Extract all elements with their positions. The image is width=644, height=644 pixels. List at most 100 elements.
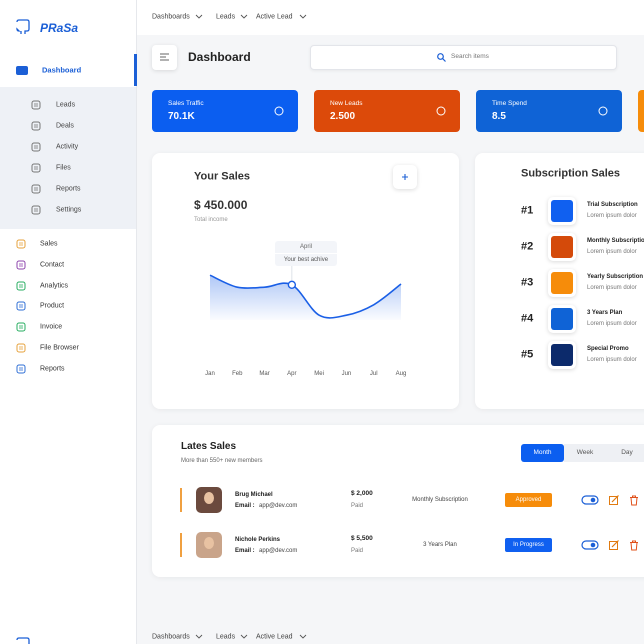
menu-item[interactable]: Reports <box>40 365 65 373</box>
submenu-item[interactable]: Settings <box>56 206 82 214</box>
menu-item[interactable]: Sales <box>40 240 58 248</box>
line-chart <box>209 265 402 320</box>
x-tick-label: Jan <box>205 371 215 377</box>
search-glass <box>437 53 444 60</box>
badge-label: In Progress <box>513 542 544 548</box>
menu-item[interactable]: Contact <box>40 261 65 269</box>
email: app@dev.com <box>259 548 298 554</box>
icon <box>31 184 41 194</box>
edit-shape <box>609 541 618 550</box>
toggle-track <box>581 495 599 505</box>
payment-status: Paid <box>351 503 364 509</box>
plan-name: Monthly Subscription <box>587 238 644 244</box>
submenu-item[interactable]: Activity <box>56 143 79 151</box>
icon <box>16 343 26 353</box>
submenu-item[interactable]: Files <box>56 164 71 172</box>
plan-desc: Lorem ipsum dolor <box>587 249 637 255</box>
rank: #3 <box>521 276 534 289</box>
swatch-fill <box>551 200 573 222</box>
search-icon <box>437 53 446 62</box>
trash-shape <box>630 540 638 551</box>
chevron-shape <box>195 14 203 19</box>
nav-link[interactable]: Dashboards <box>152 13 190 21</box>
submenu-item[interactable]: Reports <box>56 185 81 193</box>
chevron <box>299 14 307 19</box>
icon-shape <box>16 343 26 353</box>
icon <box>16 260 26 270</box>
icon <box>16 239 26 249</box>
tab-label[interactable]: Week <box>576 448 594 456</box>
search-placeholder: Search items <box>451 52 489 60</box>
brand-name: PRaSa <box>40 21 79 35</box>
stat-label: Time Spend <box>492 99 527 107</box>
nav-link[interactable]: Leads <box>216 13 236 21</box>
nav-link[interactable]: Leads <box>216 633 236 641</box>
toggle[interactable] <box>581 495 599 505</box>
icon-shape <box>16 239 26 249</box>
icon <box>31 142 41 152</box>
rank: #2 <box>521 240 534 253</box>
tooltip-divider <box>275 253 337 254</box>
icon-shape <box>31 184 41 194</box>
edit-pen <box>611 540 619 548</box>
rank: #4 <box>521 312 534 325</box>
menu-item[interactable]: Invoice <box>40 323 63 331</box>
plan-desc: Lorem ipsum dolor <box>587 213 637 219</box>
amount: $ 2,000 <box>351 489 373 497</box>
icon-shape <box>31 121 41 131</box>
area <box>210 275 401 320</box>
menu-item[interactable]: Product <box>40 302 65 310</box>
active-indicator <box>134 54 137 86</box>
plus-shape <box>402 174 408 180</box>
tab[interactable]: Week <box>564 444 606 462</box>
tab-label[interactable]: Day <box>621 448 633 456</box>
chevron-shape <box>299 634 307 639</box>
add-button[interactable] <box>393 165 417 189</box>
nav-link[interactable]: Active Lead <box>256 13 293 21</box>
rank: #1 <box>521 204 534 217</box>
x-tick-label: Apr <box>287 371 297 377</box>
nav-item-active[interactable]: Dashboard <box>42 65 82 75</box>
delete-icon[interactable] <box>629 540 639 551</box>
x-tick-label: Mar <box>259 371 270 377</box>
plan-desc: Lorem ipsum dolor <box>587 357 637 363</box>
tab[interactable]: Day <box>606 444 644 462</box>
search-box[interactable] <box>310 45 617 70</box>
status-badge: Approved <box>505 493 552 507</box>
nav-link[interactable]: Dashboards <box>152 633 190 641</box>
logo-shape <box>16 19 30 34</box>
delete-icon[interactable] <box>629 495 639 506</box>
toggle-knob <box>590 497 596 503</box>
swatch-fill <box>551 344 573 366</box>
tab-label[interactable]: Month <box>533 448 552 456</box>
nav-link[interactable]: Active Lead <box>256 633 293 641</box>
submenu-item[interactable]: Leads <box>56 101 76 109</box>
amount: $ 5,500 <box>351 534 373 542</box>
customer-name: Nichole Perkins <box>235 537 281 543</box>
icon-shape <box>436 106 446 116</box>
submenu-item[interactable]: Deals <box>56 122 74 130</box>
stat-label: Sales Traffic <box>168 99 204 107</box>
edit-icon[interactable] <box>609 495 619 505</box>
customer-name: Brug Michael <box>235 492 273 498</box>
menu-button[interactable] <box>152 45 177 70</box>
latest-sales-card: Lates Sales More than 550+ new members Mon… <box>152 425 644 577</box>
menu-item[interactable]: File Browser <box>40 344 79 352</box>
toggle[interactable] <box>581 540 599 550</box>
avatar-face <box>204 492 214 504</box>
email-label: Email : <box>235 548 255 554</box>
edit-icon[interactable] <box>609 540 619 550</box>
stat-value: 70.1K <box>168 111 195 122</box>
logo-shape <box>16 637 30 644</box>
plus-icon <box>402 174 408 180</box>
tab[interactable]: Month <box>521 444 564 462</box>
menu-item[interactable]: Analytics <box>40 282 69 290</box>
chevron <box>195 634 203 639</box>
icon-shape <box>31 163 41 173</box>
x-tick-label: Aug <box>395 371 407 377</box>
status-badge: In Progress <box>505 538 552 552</box>
icon-shape <box>16 364 26 374</box>
tooltip-text: Your best achive <box>283 257 329 263</box>
